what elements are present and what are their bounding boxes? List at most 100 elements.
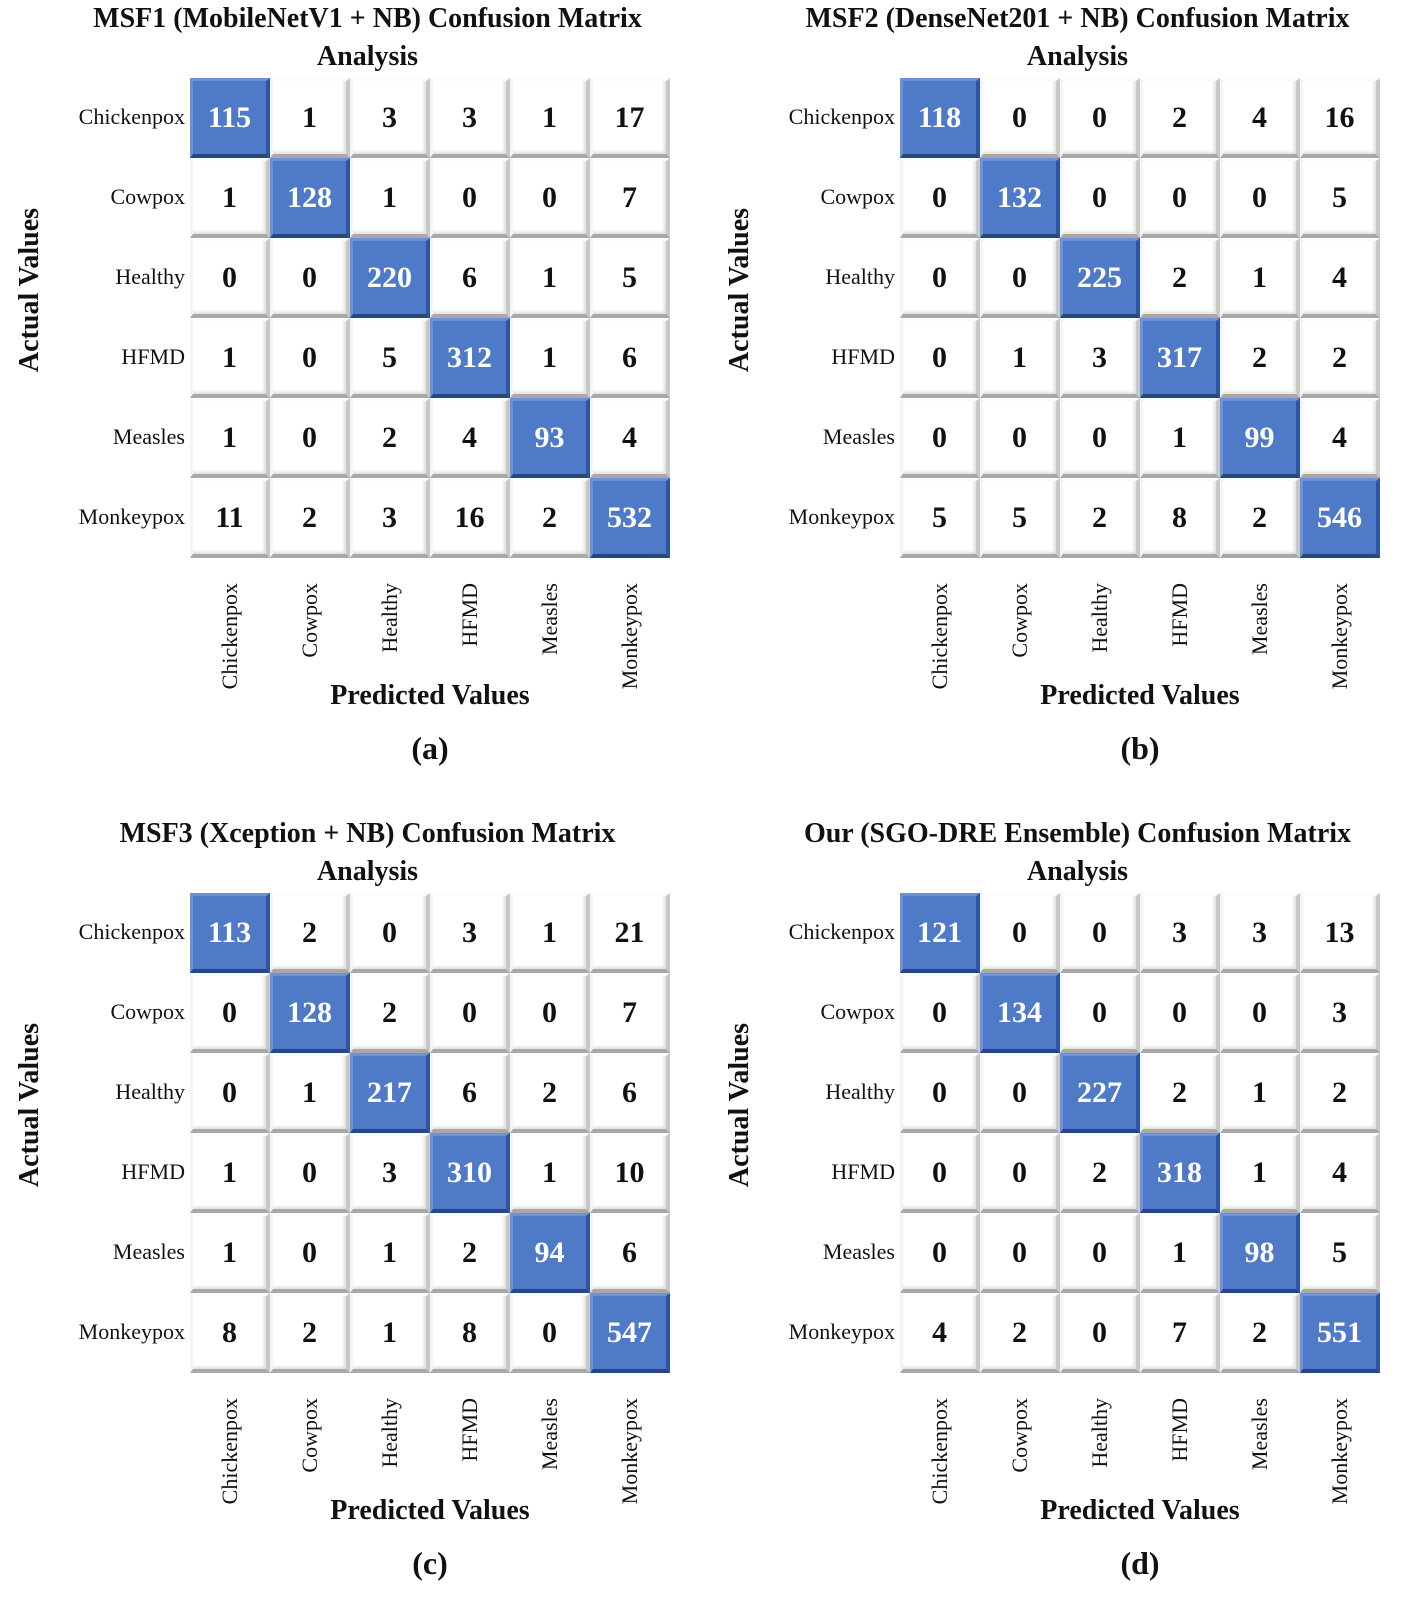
- matrix-cell: 11: [190, 478, 270, 558]
- matrix-cell: 0: [430, 158, 510, 238]
- matrix-cell: 3: [430, 893, 510, 973]
- matrix-cell: 3: [1060, 318, 1140, 398]
- matrix-cell: 1: [510, 1133, 590, 1213]
- matrix-cell: 1: [980, 318, 1060, 398]
- matrix-cell-diagonal: 121: [900, 893, 980, 973]
- matrix-cell: 2: [1140, 78, 1220, 158]
- x-axis-label: Predicted Values: [1040, 680, 1240, 711]
- matrix-grid: 118 0 0 2 4 16 0 132 0 0 0 5 0 0 225 2 1 4 0 1 3 317 2 2 0 0 0 1 99 4…: [900, 78, 1380, 558]
- matrix-cell: 1: [190, 1213, 270, 1293]
- chart-title: MSF3 (Xception + NB) Confusion Matrix An…: [119, 818, 616, 887]
- matrix-cell-diagonal: 546: [1300, 478, 1380, 558]
- matrix-cell-diagonal: 217: [350, 1053, 430, 1133]
- confusion-matrix-panel-b: MSF2 (DenseNet201 + NB) Confusion Matrix…: [710, 0, 1405, 800]
- subfigure-label: (a): [411, 730, 449, 766]
- matrix-cell: 6: [590, 318, 670, 398]
- matrix-cell-diagonal: 128: [270, 973, 350, 1053]
- matrix-cell: 0: [270, 398, 350, 478]
- matrix-cell: 0: [900, 238, 980, 318]
- matrix-cell-diagonal: 94: [510, 1213, 590, 1293]
- y-axis-label: Actual Values: [14, 207, 45, 373]
- column-label-text: Healthy: [1087, 1398, 1112, 1468]
- row-label: Chickenpox: [78, 104, 185, 129]
- chart-title: MSF1 (MobileNetV1 + NB) Confusion Matrix…: [93, 3, 642, 72]
- column-label-text: Healthy: [1087, 583, 1112, 653]
- matrix-cell: 6: [430, 238, 510, 318]
- matrix-cell: 5: [1300, 158, 1380, 238]
- matrix-cell: 1: [1140, 398, 1220, 478]
- matrix-cell-diagonal: 118: [900, 78, 980, 158]
- matrix-cell: 3: [1140, 893, 1220, 973]
- matrix-grid: 115 1 3 3 1 17 1 128 1 0 0 7 0 0 220 6 1 5 1 0 5 312 1 6 1 0 2 4 93 4…: [190, 78, 670, 558]
- matrix-cell: 1: [510, 318, 590, 398]
- y-axis-label: Actual Values: [724, 207, 755, 373]
- row-label: Monkeypox: [78, 1319, 185, 1344]
- matrix-cell: 2: [1220, 1293, 1300, 1373]
- matrix-cell-diagonal: 134: [980, 973, 1060, 1053]
- subfigure-label: (d): [1120, 1545, 1160, 1581]
- row-label: Measles: [112, 424, 185, 449]
- matrix-cell: 0: [980, 398, 1060, 478]
- matrix-cell: 2: [1140, 238, 1220, 318]
- matrix-cell: 0: [980, 1133, 1060, 1213]
- matrix-cell: 2: [510, 1053, 590, 1133]
- y-axis-label: Actual Values: [14, 1022, 45, 1188]
- matrix-cell: 2: [270, 893, 350, 973]
- matrix-cell: 8: [1140, 478, 1220, 558]
- matrix-cell: 4: [590, 398, 670, 478]
- matrix-cell: 1: [270, 1053, 350, 1133]
- matrix-cell: 0: [1060, 398, 1140, 478]
- matrix-cell: 5: [1300, 1213, 1380, 1293]
- row-label: HFMD: [831, 344, 895, 369]
- matrix-cell: 0: [900, 1213, 980, 1293]
- row-label: Measles: [822, 1239, 895, 1264]
- column-label-text: Cowpox: [297, 583, 322, 658]
- matrix-cell: 0: [900, 1053, 980, 1133]
- matrix-cell: 1: [190, 398, 270, 478]
- matrix-cell: 13: [1300, 893, 1380, 973]
- matrix-cell: 1: [1220, 1133, 1300, 1213]
- matrix-cell: 2: [1060, 1133, 1140, 1213]
- matrix-cell: 0: [1060, 893, 1140, 973]
- matrix-cell: 2: [1300, 318, 1380, 398]
- matrix-cell: 0: [1220, 158, 1300, 238]
- matrix-cell: 2: [1140, 1053, 1220, 1133]
- matrix-cell: 0: [270, 1213, 350, 1293]
- matrix-cell: 2: [270, 478, 350, 558]
- matrix-cell: 0: [900, 318, 980, 398]
- matrix-cell: 16: [430, 478, 510, 558]
- matrix-cell: 10: [590, 1133, 670, 1213]
- column-label-text: Cowpox: [1007, 583, 1032, 658]
- matrix-cell: 7: [1140, 1293, 1220, 1373]
- matrix-cell-diagonal: 128: [270, 158, 350, 238]
- matrix-cell: 0: [270, 1133, 350, 1213]
- matrix-cell: 0: [1060, 158, 1140, 238]
- matrix-cell-diagonal: 225: [1060, 238, 1140, 318]
- matrix-cell: 0: [1060, 1293, 1140, 1373]
- row-label: Healthy: [115, 264, 185, 289]
- matrix-cell: 1: [190, 158, 270, 238]
- matrix-cell: 0: [900, 398, 980, 478]
- matrix-cell: 1: [350, 1213, 430, 1293]
- matrix-cell: 0: [980, 1053, 1060, 1133]
- matrix-grid: 121 0 0 3 3 13 0 134 0 0 0 3 0 0 227 2 1 2 0 0 2 318 1 4 0 0 0 1 98 5…: [900, 893, 1380, 1373]
- matrix-cell: 6: [430, 1053, 510, 1133]
- matrix-cell: 0: [980, 1213, 1060, 1293]
- matrix-cell-diagonal: 220: [350, 238, 430, 318]
- column-label-text: Monkeypox: [617, 1398, 642, 1505]
- matrix-cell: 2: [350, 973, 430, 1053]
- column-label-text: Chickenpox: [927, 583, 952, 690]
- matrix-cell: 3: [350, 78, 430, 158]
- row-label: Monkeypox: [788, 504, 895, 529]
- matrix-cell: 0: [270, 238, 350, 318]
- column-label-text: Monkeypox: [1327, 1398, 1352, 1505]
- matrix-cell-diagonal: 98: [1220, 1213, 1300, 1293]
- row-label: Chickenpox: [788, 919, 895, 944]
- matrix-cell: 0: [190, 1053, 270, 1133]
- matrix-cell: 2: [1220, 318, 1300, 398]
- row-label: Healthy: [825, 1079, 895, 1104]
- confusion-matrix-panel-d: Our (SGO-DRE Ensemble) Confusion Matrix …: [710, 815, 1405, 1615]
- matrix-cell: 1: [350, 158, 430, 238]
- matrix-cell: 4: [430, 398, 510, 478]
- matrix-cell: 1: [350, 1293, 430, 1373]
